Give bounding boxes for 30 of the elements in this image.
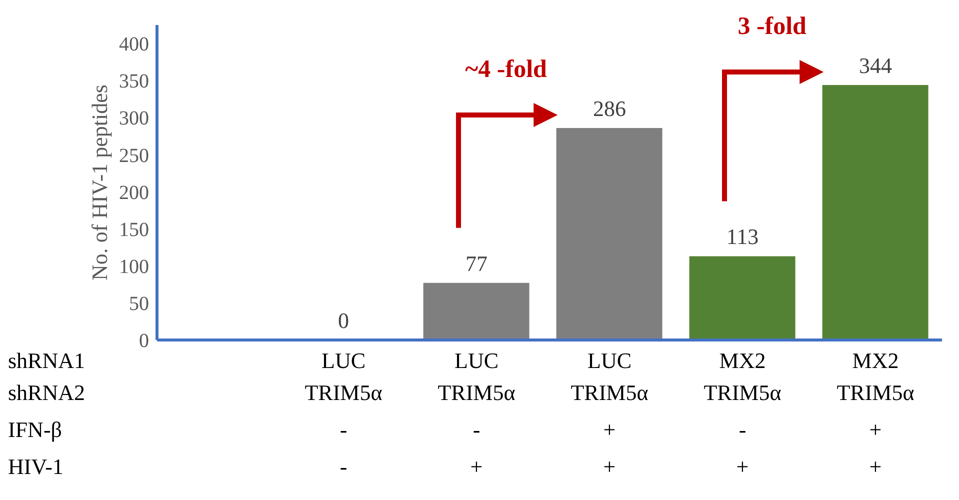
data-label: 286 <box>593 96 626 122</box>
y-tick-label: 0 <box>139 330 149 352</box>
annotation: ~4 -fold <box>465 56 548 84</box>
x-tick-label: LUC TRIM5α + + <box>570 348 649 479</box>
data-label: 344 <box>859 53 892 78</box>
data-label: 113 <box>726 224 759 250</box>
text: shRNA2 <box>8 380 86 405</box>
y-tick-label: 250 <box>119 144 149 167</box>
data-label: 77 <box>466 250 488 276</box>
x-tick-label: MX2 TRIM5α + + <box>836 348 915 479</box>
text: shRNA1 <box>8 348 86 373</box>
bar <box>689 256 796 340</box>
y-tick-label: 350 <box>119 70 149 93</box>
y-tick-label: 100 <box>119 256 149 278</box>
x-tick-label: LUC TRIM5α - - <box>304 348 383 479</box>
y-tick-label: 400 <box>119 34 149 56</box>
x-tick-label: MX2 TRIM5α - + <box>704 348 782 479</box>
bar <box>556 128 662 340</box>
annotation: 3 -fold <box>738 13 807 40</box>
data-label: 0 <box>338 308 349 333</box>
y-tick-label: 200 <box>119 182 149 204</box>
text: IFN-β <box>8 417 62 442</box>
y-axis-title: No. of HIV-1 peptides <box>86 84 112 280</box>
text: HIV-1 <box>8 454 64 479</box>
y-tick-label: 150 <box>119 218 149 241</box>
bar <box>822 85 928 340</box>
y-tick-label: 300 <box>119 108 149 130</box>
bar <box>423 282 530 340</box>
x-tick-label: LUC TRIM5α - + <box>438 348 516 479</box>
y-tick-label: 50 <box>129 293 149 316</box>
